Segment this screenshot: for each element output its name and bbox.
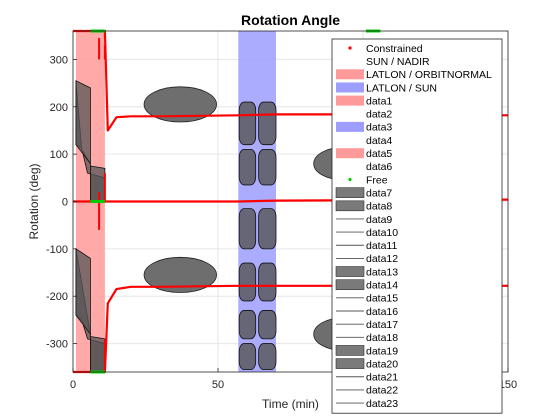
dark-patch <box>90 165 106 202</box>
dark-patch <box>258 208 277 250</box>
legend-label: data11 <box>366 240 397 252</box>
x-tick-label: 50 <box>212 379 224 391</box>
chart-title: Rotation Angle <box>241 12 340 28</box>
legend-label: data23 <box>366 398 398 410</box>
legend-label: Free <box>366 174 388 186</box>
legend-swatch <box>335 345 365 356</box>
legend-swatch <box>336 121 364 132</box>
legend-label: data13 <box>366 266 398 278</box>
y-tick-label: 0 <box>62 197 68 209</box>
legend-label: data18 <box>366 332 398 344</box>
dark-patch <box>238 149 257 186</box>
dark-patch <box>238 262 257 302</box>
dark-patch <box>238 208 257 250</box>
legend-label: data1 <box>366 95 392 107</box>
y-axis-label: Rotation (deg) <box>27 163 41 239</box>
x-tick-label: 150 <box>499 379 517 391</box>
ellipse-shape <box>143 86 217 123</box>
legend-swatch <box>336 95 364 106</box>
legend-marker <box>348 177 352 182</box>
dark-patch <box>258 310 277 340</box>
dark-patch <box>258 101 277 146</box>
legend-label: data9 <box>366 214 392 226</box>
legend-marker <box>348 46 352 50</box>
y-tick-label: 300 <box>50 54 68 66</box>
y-tick-label: 100 <box>50 149 68 161</box>
legend-label: data7 <box>366 187 392 199</box>
legend-label: LATLON / SUN <box>366 82 437 94</box>
y-tick-label: -200 <box>46 291 68 303</box>
legend-label: data8 <box>366 201 392 213</box>
legend-swatch <box>336 69 364 80</box>
legend-label: LATLON / ORBITNORMAL <box>366 69 492 81</box>
dark-patch <box>258 343 277 371</box>
y-tick-label: 200 <box>50 102 68 114</box>
dark-patch <box>90 336 106 373</box>
dark-patch <box>238 101 257 146</box>
dark-patch <box>258 149 277 186</box>
legend-swatch <box>335 358 365 369</box>
legend-swatch <box>335 200 365 212</box>
legend-label: data21 <box>366 372 398 384</box>
dark-patch <box>75 248 91 336</box>
legend-label: data17 <box>366 319 398 331</box>
legend-swatch <box>336 82 364 93</box>
legend-swatch <box>336 148 364 159</box>
legend-swatch <box>335 266 365 277</box>
legend-label: data16 <box>366 306 398 318</box>
legend-label: SUN / NADIR <box>366 56 430 68</box>
legend-label: data14 <box>366 280 398 292</box>
legend-swatch <box>335 279 365 291</box>
y-tick-label: -300 <box>46 339 68 351</box>
ellipse-shape <box>143 256 217 293</box>
x-axis-label: Time (min) <box>262 397 319 411</box>
legend-label: data19 <box>366 345 398 357</box>
x-tick-label: 0 <box>70 379 76 391</box>
legend-label: data20 <box>366 358 398 370</box>
dark-patches <box>75 80 277 373</box>
dark-patch <box>258 262 277 302</box>
legend-label: data2 <box>366 109 392 121</box>
legend-label: data12 <box>366 253 398 265</box>
legend-label: data5 <box>366 148 392 160</box>
legend-label: data15 <box>366 293 398 305</box>
dark-patch <box>75 80 91 165</box>
y-tick-label: -100 <box>46 244 68 256</box>
dark-patch <box>238 310 257 340</box>
legend-label: data6 <box>366 161 392 173</box>
legend-box <box>331 38 503 414</box>
legend-label: data10 <box>366 227 398 239</box>
legend-label: data22 <box>366 385 398 397</box>
dark-patch <box>238 343 257 371</box>
legend-swatch <box>335 187 365 198</box>
legend-label: data3 <box>366 122 392 134</box>
legend-label: data4 <box>366 135 392 147</box>
legend-label: Constrained <box>366 43 423 55</box>
